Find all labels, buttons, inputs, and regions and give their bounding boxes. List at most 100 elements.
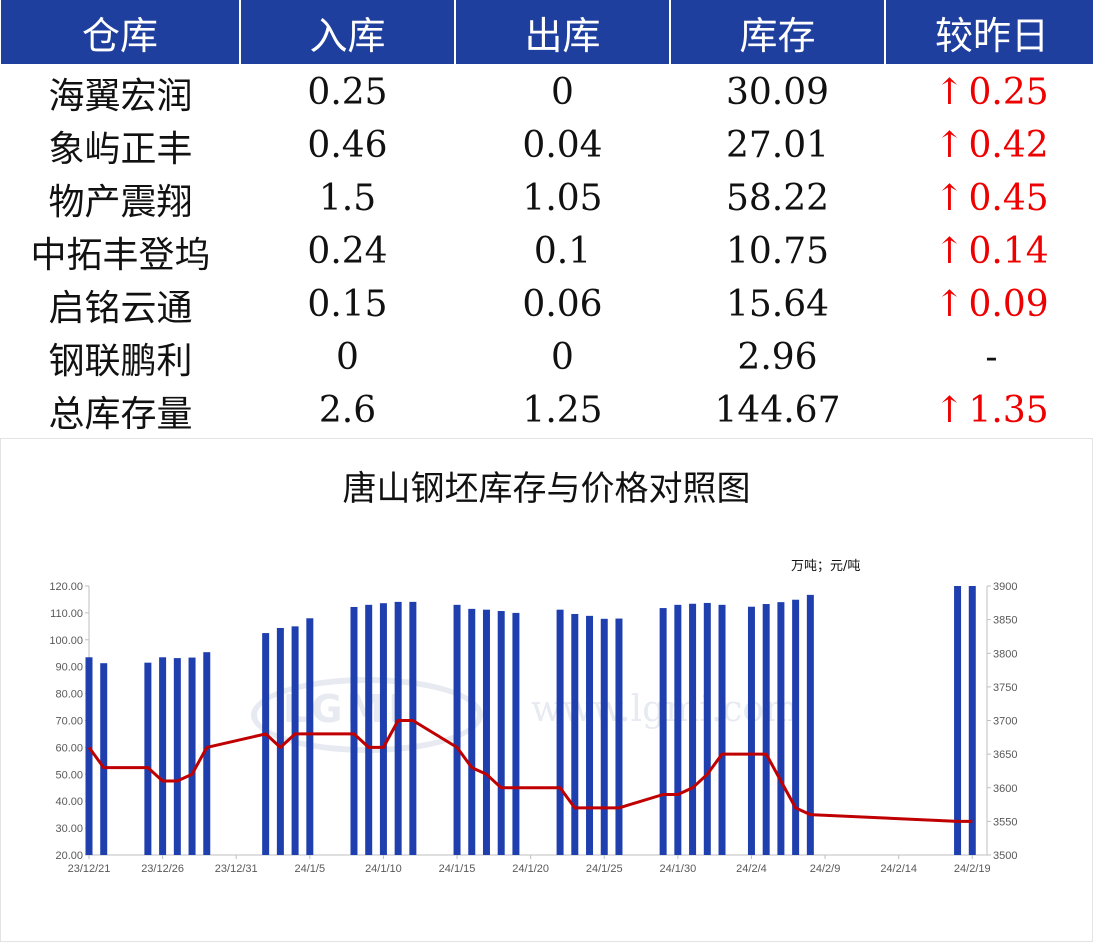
up-arrow-icon: ↑ — [934, 284, 965, 325]
chart-panel: LGMI www.lgmi.com 唐山钢坯库存与价格对照图 万吨；元/吨 20… — [0, 438, 1093, 942]
left-tick-label: 70.00 — [55, 716, 83, 728]
cell-name: 钢联鹏利 — [48, 340, 193, 382]
cell-name: 启铭云通 — [48, 287, 193, 329]
change-value: 0.09 — [968, 284, 1049, 325]
inventory-table: 仓库 入库 出库 库存 较昨日 海翼宏润 0.25 0 30.09 ↑ 0.25 象屿正丰 0.46 0… — [1, 0, 1093, 437]
header-warehouse: 仓库 — [1, 0, 241, 66]
right-tick-label: 3650 — [993, 749, 1017, 761]
up-arrow-icon: ↑ — [934, 390, 965, 431]
inventory-bar — [453, 604, 461, 855]
right-tick-label: 3550 — [993, 816, 1017, 828]
up-arrow-icon: ↑ — [934, 178, 965, 219]
cell-out: 1.25 — [522, 390, 603, 431]
x-tick-label: 23/12/21 — [68, 863, 111, 875]
left-tick-label: 20.00 — [55, 850, 83, 862]
inventory-bar — [85, 657, 93, 855]
inventory-bar — [968, 586, 976, 855]
inventory-bar — [689, 603, 697, 855]
inventory-bar — [703, 602, 711, 855]
cell-name: 海翼宏润 — [48, 75, 193, 117]
inventory-bar — [291, 626, 299, 855]
inventory-bar — [409, 601, 417, 855]
table-row: 启铭云通 0.15 0.06 15.64 ↑ 0.09 — [1, 278, 1093, 331]
x-tick-label: 24/1/15 — [439, 863, 476, 875]
cell-change: ↑ 1.35 — [885, 384, 1093, 437]
right-tick-label: 3700 — [993, 716, 1017, 728]
left-tick-label: 50.00 — [55, 769, 83, 781]
left-tick-label: 60.00 — [55, 742, 83, 754]
cell-stock: 15.64 — [725, 284, 830, 325]
inventory-bar — [674, 604, 682, 855]
inventory-bar — [571, 613, 579, 855]
cell-stock: 2.96 — [737, 337, 818, 378]
cell-stock: 144.67 — [714, 390, 841, 431]
right-tick-label: 3850 — [993, 615, 1017, 627]
inventory-bar — [306, 618, 314, 855]
change-value: 0.14 — [968, 231, 1049, 272]
x-tick-label: 24/1/10 — [365, 863, 402, 875]
inventory-bar — [615, 618, 623, 855]
cell-stock: 27.01 — [725, 125, 830, 166]
inventory-bar — [276, 627, 284, 855]
inventory-bar — [159, 657, 167, 855]
cell-change: ↑ 0.45 — [885, 172, 1093, 225]
header-out: 出库 — [455, 0, 671, 66]
inventory-bar — [777, 602, 785, 855]
inventory-bar — [600, 618, 608, 855]
inventory-bar — [262, 633, 270, 855]
cell-stock: 10.75 — [725, 231, 830, 272]
header-row: 仓库 入库 出库 库存 较昨日 — [1, 0, 1093, 66]
cell-out: 1.05 — [522, 178, 603, 219]
table-row: 物产震翔 1.5 1.05 58.22 ↑ 0.45 — [1, 172, 1093, 225]
inventory-bar — [203, 652, 211, 855]
inventory-bar — [497, 611, 505, 855]
left-tick-label: 120.00 — [49, 581, 83, 593]
right-tick-label: 3900 — [993, 581, 1017, 593]
price-line — [87, 719, 973, 823]
x-tick-label: 24/2/9 — [810, 863, 841, 875]
cell-in: 2.6 — [318, 390, 377, 431]
x-tick-label: 24/2/14 — [880, 863, 917, 875]
table-row: 象屿正丰 0.46 0.04 27.01 ↑ 0.42 — [1, 119, 1093, 172]
inventory-bar — [512, 612, 520, 855]
cell-in: 0.24 — [307, 231, 388, 272]
cell-change: ↑ 0.42 — [885, 119, 1093, 172]
cell-change: ↑ 0.14 — [885, 225, 1093, 278]
cell-out: 0.04 — [522, 125, 603, 166]
inventory-bar — [468, 608, 476, 855]
right-tick-label: 3800 — [993, 648, 1017, 660]
cell-change: ↑ 0.09 — [885, 278, 1093, 331]
cell-out: 0.1 — [533, 231, 592, 272]
cell-change: ↑ 0.25 — [885, 65, 1093, 119]
header-stock: 库存 — [670, 0, 886, 66]
inventory-bar — [173, 658, 181, 855]
inventory-bar — [954, 586, 962, 855]
cell-out: 0 — [551, 72, 574, 113]
inventory-bar — [394, 601, 402, 855]
change-value: 0.25 — [968, 72, 1049, 113]
change-value: 0.45 — [968, 178, 1049, 219]
change-value: 0.42 — [968, 125, 1049, 166]
change-value: - — [985, 337, 998, 378]
x-tick-label: 24/1/20 — [512, 863, 549, 875]
inventory-bar — [379, 603, 387, 855]
table-row: 总库存量 2.6 1.25 144.67 ↑ 1.35 — [1, 384, 1093, 437]
up-arrow-icon: ↑ — [934, 231, 965, 272]
left-tick-label: 40.00 — [55, 796, 83, 808]
inventory-bar — [144, 662, 152, 855]
table-row: 钢联鹏利 0 0 2.96 - — [1, 331, 1093, 384]
inventory-bar — [718, 604, 726, 855]
chart-title: 唐山钢坯库存与价格对照图 — [342, 469, 751, 509]
unit-label: 万吨；元/吨 — [791, 559, 861, 574]
up-arrow-icon: ↑ — [934, 72, 965, 113]
inventory-bar — [100, 663, 108, 855]
left-tick-label: 90.00 — [55, 662, 83, 674]
inventory-bar — [350, 606, 358, 855]
x-tick-label: 24/2/19 — [954, 863, 991, 875]
left-tick-label: 100.00 — [49, 635, 83, 647]
right-tick-label: 3500 — [993, 850, 1017, 862]
cell-in: 0.46 — [307, 125, 388, 166]
table-row: 海翼宏润 0.25 0 30.09 ↑ 0.25 — [1, 65, 1093, 119]
right-tick-label: 3750 — [993, 682, 1017, 694]
inventory-bar — [365, 604, 373, 855]
